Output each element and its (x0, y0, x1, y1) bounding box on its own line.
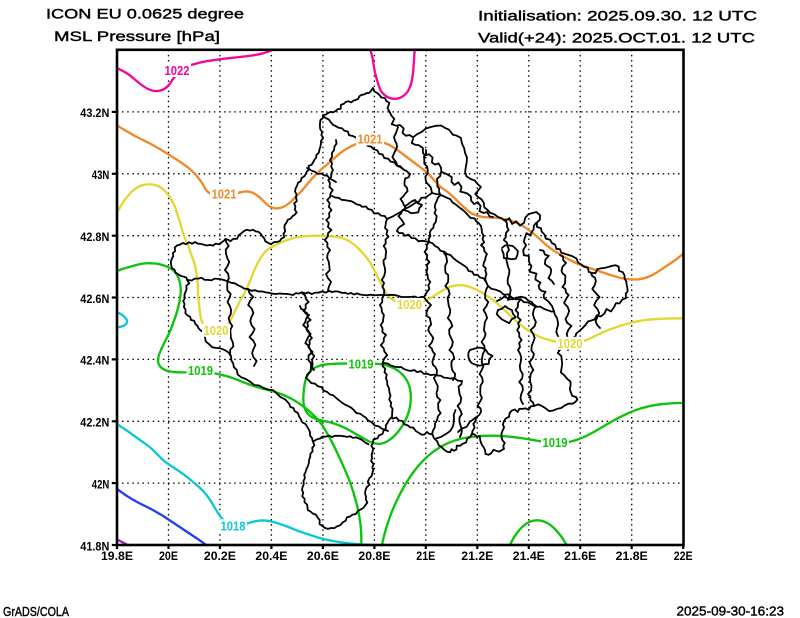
svg-text:20.8E: 20.8E (358, 549, 390, 563)
svg-text:43N: 43N (92, 168, 110, 182)
svg-text:41.8N: 41.8N (80, 539, 109, 553)
svg-text:43.2N: 43.2N (80, 106, 109, 120)
svg-text:42N: 42N (92, 477, 110, 491)
svg-text:Valid(+24): 2025.OCT.01. 12 UT: Valid(+24): 2025.OCT.01. 12 UTC (478, 31, 755, 47)
svg-text:1018: 1018 (221, 518, 246, 533)
svg-text:20.6E: 20.6E (307, 549, 339, 563)
svg-text:21.4E: 21.4E (513, 549, 545, 563)
svg-text:19.8E: 19.8E (101, 549, 133, 563)
svg-text:1022: 1022 (165, 63, 190, 78)
svg-text:1020: 1020 (397, 297, 422, 312)
svg-text:1021: 1021 (212, 186, 237, 201)
svg-text:1020: 1020 (204, 323, 229, 338)
svg-text:1020: 1020 (558, 336, 583, 351)
svg-text:21E: 21E (416, 549, 435, 563)
svg-text:1019: 1019 (188, 363, 213, 378)
svg-text:MSL Pressure [hPa]: MSL Pressure [hPa] (54, 29, 220, 45)
svg-text:21.6E: 21.6E (564, 549, 596, 563)
svg-text:22E: 22E (674, 549, 693, 563)
svg-text:21.2E: 21.2E (461, 549, 493, 563)
svg-text:20.2E: 20.2E (204, 549, 236, 563)
svg-text:21.8E: 21.8E (616, 549, 648, 563)
svg-text:42.2N: 42.2N (80, 416, 109, 430)
svg-text:1019: 1019 (349, 357, 374, 372)
svg-text:ICON EU 0.0625 degree: ICON EU 0.0625 degree (46, 6, 244, 22)
svg-text:GrADS/COLA: GrADS/COLA (3, 604, 69, 618)
svg-text:42.6N: 42.6N (80, 292, 109, 306)
svg-text:2025-09-30-16:23: 2025-09-30-16:23 (677, 604, 785, 618)
svg-text:42.8N: 42.8N (80, 230, 109, 244)
svg-text:42.4N: 42.4N (80, 354, 109, 368)
svg-text:Initialisation: 2025.09.30. 12: Initialisation: 2025.09.30. 12 UTC (478, 8, 757, 24)
svg-text:20.4E: 20.4E (255, 549, 287, 563)
svg-text:20E: 20E (159, 549, 178, 563)
svg-text:1019: 1019 (543, 435, 568, 450)
svg-text:1021: 1021 (358, 132, 383, 147)
